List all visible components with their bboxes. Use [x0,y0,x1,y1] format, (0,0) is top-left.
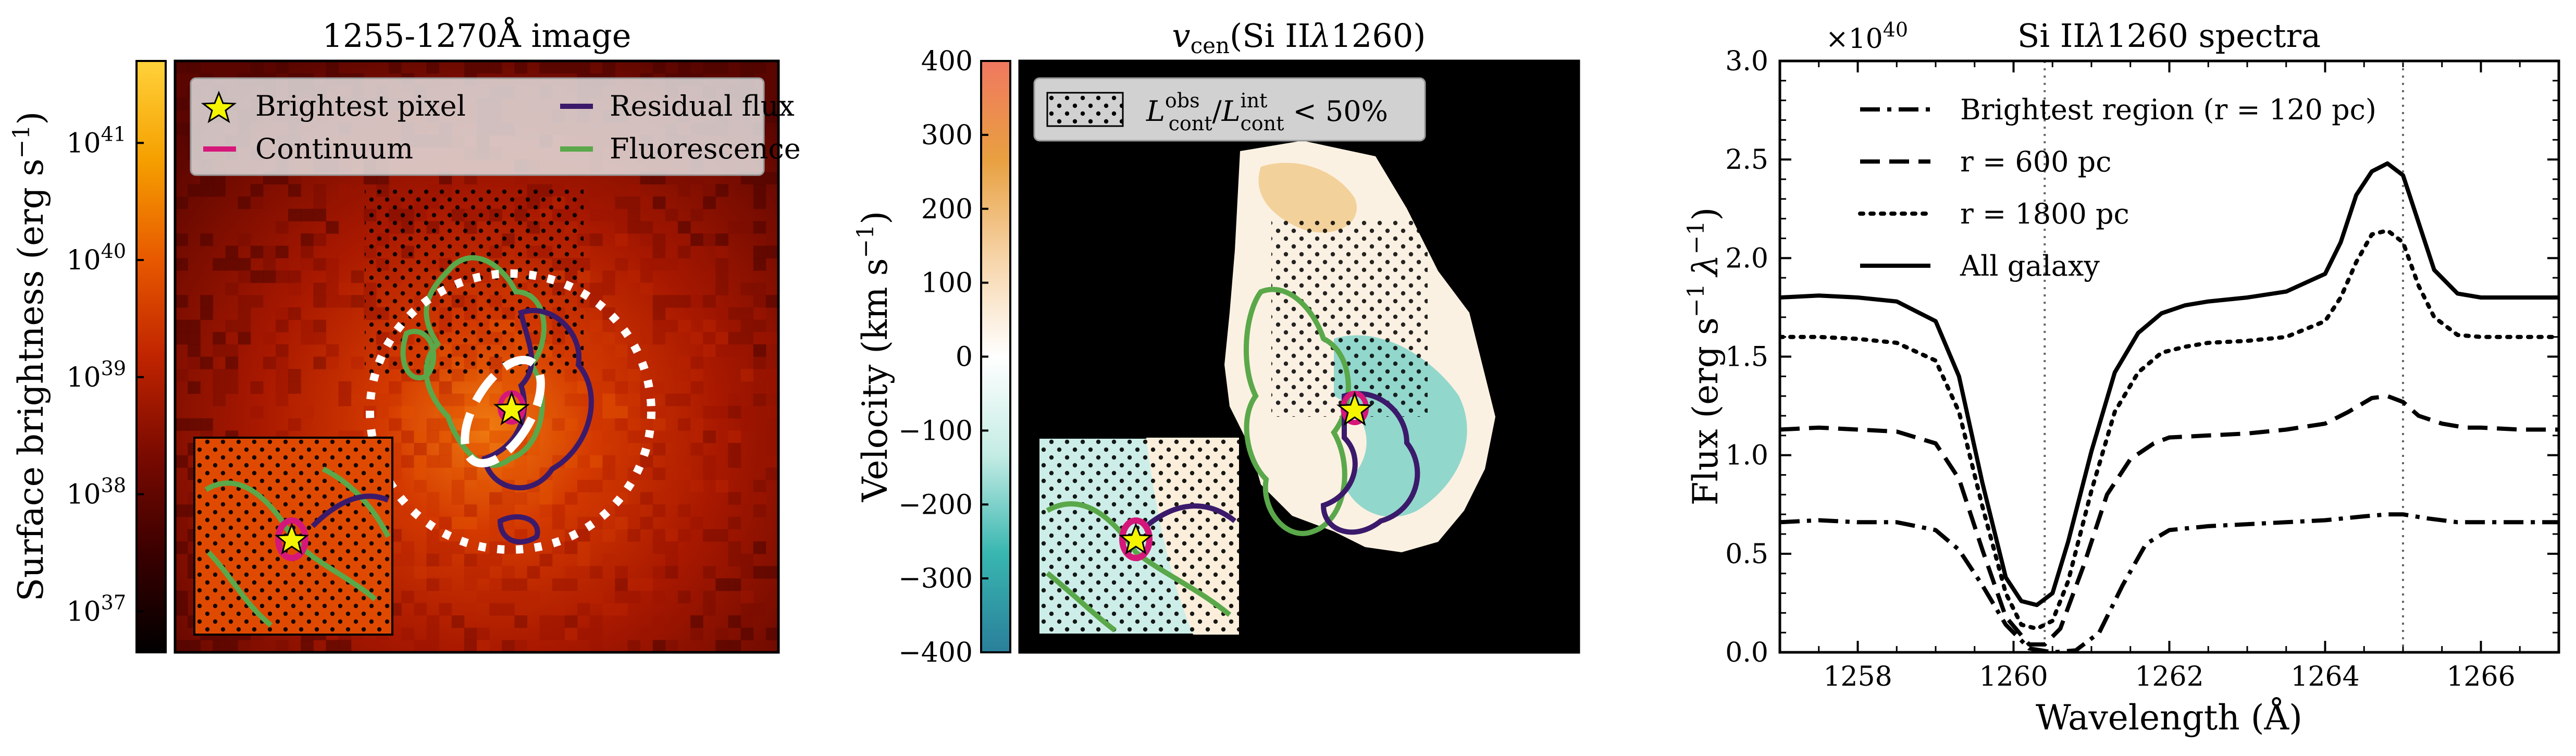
y-tick-label: 1.5 [1725,342,1768,373]
fluorescence-contour [424,255,547,468]
velocity-colorbar-ticks: 400 300 200 100 0 −100 −200 −300 −400 [898,46,988,668]
image-legend: Brightest pixel Residual flux Continuum … [190,77,801,176]
legend-label-1: r = 600 pc [1960,145,2111,178]
velocity-legend: Lobs cont/Lint cont < 50% [1033,77,1426,142]
residual-flux-contour [481,308,594,491]
series-line-1 [1780,394,2559,647]
velocity-map [1020,61,1579,652]
y-tick-label: 1.0 [1725,440,1768,472]
spectra-series [1780,161,2559,652]
velocity-colorbar-label: Velocity (km s−1) [852,211,895,502]
legend-label-brightest-pixel: Brightest pixel [255,90,466,122]
velocity-residual-contour [1320,391,1420,535]
velocity-brightest-pixel-star [1336,391,1373,426]
x-tick-label: 1258 [1823,661,1892,692]
residual-flux-contour-2 [497,514,540,544]
brightness-tick-label: 1040 [66,240,126,276]
velocity-tick-label: 200 [921,194,973,225]
x-tick-label: 1264 [2290,661,2359,692]
spectra-panel-title: Si IIλ1260 spectra [2017,17,2321,55]
image-panel-title: 1255-1270Å image [323,17,631,55]
spectra-plot-frame [1778,59,2560,654]
y-tick-label: 2.5 [1725,144,1768,176]
velocity-tick-label: 100 [921,268,973,299]
velocity-panel: vcen(Si IIλ1260) 400 300 200 100 0 −100 −200 −3… [852,17,1580,668]
velocity-tick-label: −300 [898,563,973,594]
brightness-tick-label: 1039 [66,357,126,393]
aperture-circle-1800pc [366,269,655,554]
spectra-legend: Brightest region (r = 120 pc) r = 600 pc r… [1858,93,2376,282]
series-line-0 [1780,512,2559,652]
spectra-axes-ticks: 1258 1260 1262 1264 1266 0.0 0.5 1.0 1.5 2.0 2.5 3.… [1725,46,2560,692]
spectra-y-scale-factor: ×1040 [1826,18,1908,55]
velocity-fluorescence-contour [1243,287,1351,536]
velocity-tick-label: −100 [898,415,973,447]
brightness-map-frame [174,59,780,654]
velocity-tick-label: −400 [898,637,973,668]
series-line-3 [1780,161,2559,608]
velocity-zoom-inset [1037,437,1240,636]
velocity-tick-label: 0 [956,342,973,373]
legend-hatch-swatch [1046,92,1124,127]
brightest-pixel-star [493,390,530,426]
legend-star-icon [201,90,237,123]
y-tick-label: 3.0 [1725,46,1768,77]
surface-brightness-panel: 1255-1270Å image 1041 1040 1039 1038 1037 Su… [8,17,801,654]
x-tick-label: 1260 [1979,661,2048,692]
legend-label-fluorescence: Fluorescence [610,132,801,165]
y-tick-label: 0.0 [1725,637,1768,668]
series-line-2 [1780,228,2559,631]
velocity-redshift-region [1258,163,1357,233]
velocity-tick-label: −200 [898,489,973,520]
velocity-panel-title: vcen(Si IIλ1260) [1172,17,1426,58]
legend-label-3: All galaxy [1960,250,2100,282]
legend-label-0: Brightest region (r = 120 pc) [1960,93,2376,126]
legend-label-continuum: Continuum [255,132,413,165]
zoom-inset [193,437,393,636]
legend-label-residual-flux: Residual flux [610,90,795,122]
brightness-tick-label: 1038 [66,474,126,511]
brightness-colorbar-ticks: 1041 1040 1039 1038 1037 [66,122,144,627]
y-tick-label: 2.0 [1725,243,1768,274]
velocity-tick-label: 400 [921,46,973,77]
velocity-map-frame [1018,59,1580,654]
aperture-ellipse-600pc [461,355,545,468]
brightness-colorbar [135,60,167,653]
x-tick-label: 1266 [2446,661,2515,692]
spectra-x-axis-label: Wavelength (Å) [2036,698,2302,738]
spectra-panel: Si IIλ1260 spectra ×1040 1258 1260 1262 126… [1683,17,2560,738]
velocity-tick-label: 300 [921,120,973,151]
fluorescence-contour-2 [400,329,437,381]
spectra-y-axis-label: Flux (erg s−1λ−1) [1683,207,1726,505]
y-tick-label: 0.5 [1725,539,1768,570]
brightness-tick-label: 1037 [66,591,126,627]
brightness-colorbar-label: Surface brightness (erg s−1) [8,111,51,602]
x-tick-label: 1262 [2135,661,2203,692]
legend-label-2: r = 1800 pc [1960,197,2129,230]
legend-label-continuum-fraction: Lobs cont/Lint cont < 50% [1146,89,1388,135]
brightness-tick-label: 1041 [66,122,126,159]
